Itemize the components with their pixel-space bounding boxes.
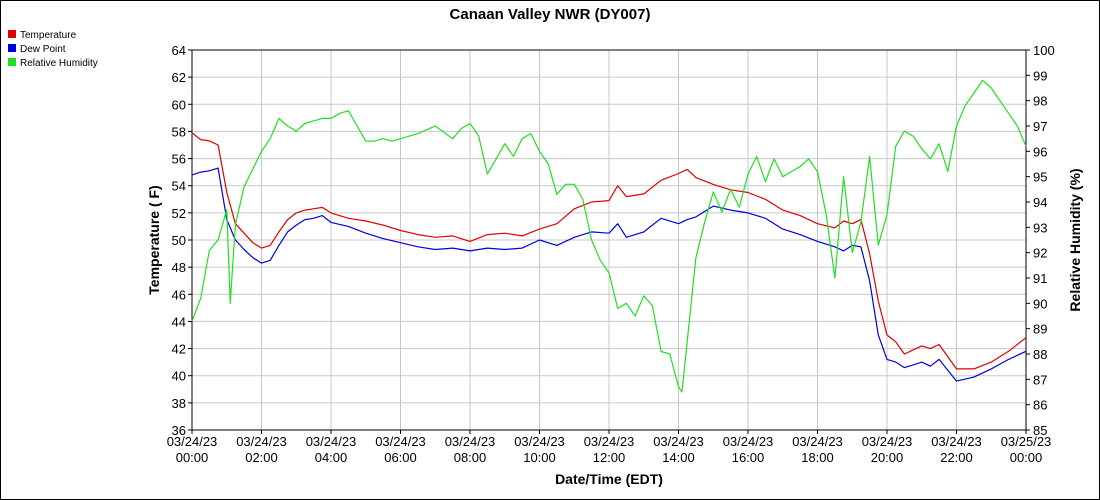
legend-label-dew-point: Dew Point <box>20 44 66 55</box>
legend: Temperature Dew Point Relative Humidity <box>8 30 98 69</box>
legend-item-relative-humidity[interactable]: Relative Humidity <box>8 58 98 69</box>
y-tick-label: 50 <box>172 233 186 248</box>
x-tick-time: 00:00 <box>176 450 209 465</box>
x-tick-time: 14:00 <box>662 450 695 465</box>
x-tick-date: 03/24/23 <box>306 434 357 449</box>
x-tick-time: 06:00 <box>384 450 417 465</box>
x-tick-time: 18:00 <box>801 450 834 465</box>
y2-tick-label: 97 <box>1033 119 1047 134</box>
x-tick-date: 03/24/23 <box>236 434 287 449</box>
x-tick-time: 00:00 <box>1010 450 1043 465</box>
legend-swatch-dew-point <box>8 44 16 52</box>
y-tick-label: 46 <box>172 287 186 302</box>
y-tick-label: 44 <box>172 314 186 329</box>
legend-label-temperature: Temperature <box>20 30 77 41</box>
y-axis-title: Temperature ( F) <box>146 185 162 294</box>
x-axis-title: Date/Time (EDT) <box>555 471 663 487</box>
x-tick-date: 03/24/23 <box>445 434 496 449</box>
y-tick-label: 40 <box>172 369 186 384</box>
y-tick-label: 42 <box>172 342 186 357</box>
x-tick-date: 03/24/23 <box>514 434 565 449</box>
y2-tick-label: 88 <box>1033 347 1047 362</box>
x-tick-date: 03/24/23 <box>931 434 982 449</box>
x-tick-date: 03/24/23 <box>375 434 426 449</box>
y-tick-label: 62 <box>172 70 186 85</box>
legend-swatch-relative-humidity <box>8 58 16 66</box>
y2-tick-label: 89 <box>1033 322 1047 337</box>
series-layer <box>191 79 1027 393</box>
series-line-dew-point <box>191 167 1027 382</box>
x-tick-date: 03/24/23 <box>584 434 635 449</box>
legend-item-dew-point[interactable]: Dew Point <box>8 44 66 55</box>
x-tick-time: 12:00 <box>593 450 626 465</box>
legend-swatch-temperature <box>8 30 16 38</box>
y-tick-label: 56 <box>172 152 186 167</box>
y2-tick-label: 99 <box>1033 68 1047 83</box>
y-tick-label: 60 <box>172 97 186 112</box>
x-tick-date: 03/24/23 <box>862 434 913 449</box>
y2-axis-title: Relative Humidity (%) <box>1067 168 1083 311</box>
legend-item-temperature[interactable]: Temperature <box>8 30 77 41</box>
x-tick-time: 16:00 <box>732 450 765 465</box>
series-line-temperature <box>191 132 1027 370</box>
y-tick-label: 52 <box>172 206 186 221</box>
y2-tick-label: 94 <box>1033 195 1047 210</box>
ticks-layer: 03/24/2300:0003/24/2302:0003/24/2304:000… <box>167 43 1055 465</box>
x-tick-time: 10:00 <box>523 450 556 465</box>
y2-tick-label: 93 <box>1033 220 1047 235</box>
y2-tick-label: 92 <box>1033 246 1047 261</box>
x-tick-time: 20:00 <box>871 450 904 465</box>
y-tick-label: 48 <box>172 260 186 275</box>
x-tick-time: 22:00 <box>940 450 973 465</box>
x-tick-date: 03/25/23 <box>1001 434 1052 449</box>
x-tick-date: 03/24/23 <box>653 434 704 449</box>
y-tick-label: 54 <box>172 179 186 194</box>
y-tick-label: 64 <box>172 43 186 58</box>
y2-tick-label: 90 <box>1033 296 1047 311</box>
y2-tick-label: 95 <box>1033 170 1047 185</box>
y2-tick-label: 86 <box>1033 398 1047 413</box>
y2-tick-label: 87 <box>1033 372 1047 387</box>
x-tick-time: 02:00 <box>245 450 278 465</box>
y2-tick-label: 85 <box>1033 423 1047 438</box>
y-tick-label: 38 <box>172 396 186 411</box>
x-tick-date: 03/24/23 <box>792 434 843 449</box>
grid-layer <box>191 49 1027 431</box>
y2-tick-label: 91 <box>1033 271 1047 286</box>
x-tick-date: 03/24/23 <box>723 434 774 449</box>
y-tick-label: 36 <box>172 423 186 438</box>
y2-tick-label: 96 <box>1033 144 1047 159</box>
x-tick-time: 08:00 <box>454 450 487 465</box>
chart-title: Canaan Valley NWR (DY007) <box>450 6 651 23</box>
y2-tick-label: 100 <box>1033 43 1055 58</box>
y-tick-label: 58 <box>172 124 186 139</box>
legend-label-relative-humidity: Relative Humidity <box>20 58 98 69</box>
x-tick-time: 04:00 <box>315 450 348 465</box>
x-tick-date: 03/24/23 <box>167 434 218 449</box>
series-line-relative-humidity <box>191 79 1027 393</box>
y2-tick-label: 98 <box>1033 94 1047 109</box>
